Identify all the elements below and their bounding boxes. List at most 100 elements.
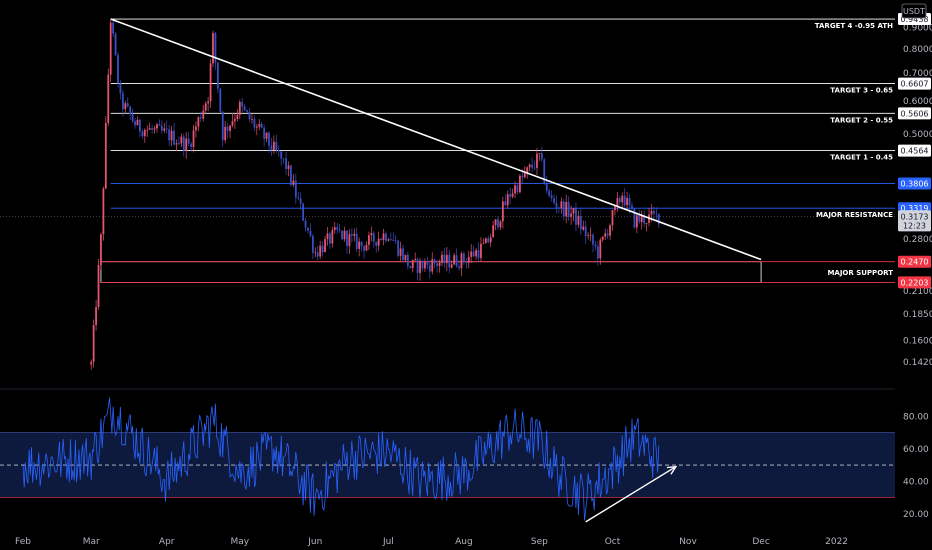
candle — [253, 115, 256, 132]
candle — [170, 125, 173, 146]
candle — [555, 195, 558, 214]
candle — [436, 259, 439, 273]
candle — [575, 202, 577, 232]
candle — [350, 228, 353, 243]
candle — [382, 228, 385, 246]
candle — [536, 148, 538, 175]
candle — [623, 188, 626, 208]
candle — [121, 89, 124, 117]
candle — [489, 233, 492, 248]
candle — [117, 51, 119, 88]
candle — [579, 208, 582, 235]
candle — [234, 114, 236, 129]
candle — [224, 121, 227, 144]
level-price-label-4[interactable]: 0.3806 — [898, 177, 931, 190]
candle — [428, 260, 431, 279]
candle — [139, 118, 141, 138]
candle — [214, 32, 217, 70]
candle — [216, 62, 219, 94]
candle — [443, 248, 446, 268]
level-price-label-3[interactable]: 0.4564 — [898, 144, 931, 157]
price-axis[interactable]: 0.9000 0.8000 0.7000 0.6000 0.5000 0.2800 0.21… — [895, 0, 932, 550]
candle — [533, 160, 536, 171]
candle — [282, 158, 285, 164]
price-tick-label: 0.2800 — [903, 235, 932, 245]
level-price-label-1[interactable]: 0.6607 — [898, 77, 931, 90]
candle — [307, 227, 309, 234]
svg-text:0.5606: 0.5606 — [901, 109, 929, 118]
candle — [219, 87, 222, 113]
candle — [136, 116, 139, 126]
candle — [202, 104, 205, 122]
candle — [385, 231, 387, 243]
currency-badge[interactable]: USDT — [901, 3, 927, 19]
candle — [567, 196, 570, 221]
candle — [494, 219, 497, 231]
rsi-trendline[interactable] — [585, 466, 677, 523]
candle — [90, 359, 93, 370]
candle — [134, 117, 136, 129]
candle — [424, 258, 426, 272]
candle — [389, 232, 392, 241]
price-tick-label: 0.1600 — [903, 336, 932, 346]
candle — [606, 229, 609, 240]
candle — [102, 186, 105, 241]
descending-trendline[interactable] — [110, 18, 762, 261]
candle — [445, 247, 448, 271]
svg-text:0.4564: 0.4564 — [901, 147, 929, 156]
candle — [438, 259, 441, 273]
level-price-label-6[interactable]: 0.2470 — [898, 255, 931, 268]
time-tick-label: Oct — [605, 537, 621, 547]
candle — [638, 210, 641, 225]
candle — [124, 100, 127, 114]
candle — [506, 190, 509, 209]
candle — [594, 240, 597, 251]
candle — [550, 190, 553, 202]
candle — [143, 128, 146, 143]
svg-text:0.9438: 0.9438 — [901, 15, 929, 24]
time-tick-label: Aug — [455, 537, 473, 547]
time-axis[interactable]: Feb Mar Apr May Jun Jul Aug Sep Oct Nov Dec 2022 — [15, 537, 848, 547]
candle — [538, 153, 541, 161]
candle — [467, 250, 470, 269]
candle — [260, 121, 263, 129]
level-price-label-2[interactable]: 0.5606 — [898, 107, 931, 120]
candle — [572, 207, 575, 222]
candle — [557, 206, 560, 214]
candle — [504, 194, 507, 206]
candle — [329, 231, 331, 250]
time-tick-label: Jun — [307, 537, 322, 547]
candle — [263, 124, 266, 147]
candle — [316, 245, 319, 261]
candle — [151, 124, 154, 134]
candle — [380, 237, 382, 241]
candle — [441, 250, 443, 266]
rsi-panel — [0, 388, 895, 523]
candle — [377, 231, 380, 252]
candle — [258, 119, 261, 130]
countdown-value: 12:23 — [903, 221, 926, 230]
time-tick-label: Sep — [531, 537, 548, 547]
candle — [635, 213, 638, 234]
candle — [614, 204, 616, 216]
candle — [453, 252, 456, 265]
candle — [358, 237, 361, 257]
candle — [346, 229, 348, 254]
candle — [190, 141, 192, 152]
candle — [592, 233, 594, 253]
candle — [477, 242, 480, 263]
candle — [601, 236, 604, 242]
candle — [251, 113, 253, 124]
svg-text:0.3806: 0.3806 — [901, 179, 929, 188]
level-price-label-7[interactable]: 0.2203 — [898, 276, 931, 289]
candle — [353, 228, 356, 242]
candle — [397, 239, 400, 258]
candle — [290, 164, 292, 187]
candle — [241, 97, 244, 113]
candle — [204, 101, 207, 114]
rsi-tick-label: 20.00 — [903, 510, 929, 520]
candle — [421, 260, 424, 272]
candle — [209, 59, 212, 109]
